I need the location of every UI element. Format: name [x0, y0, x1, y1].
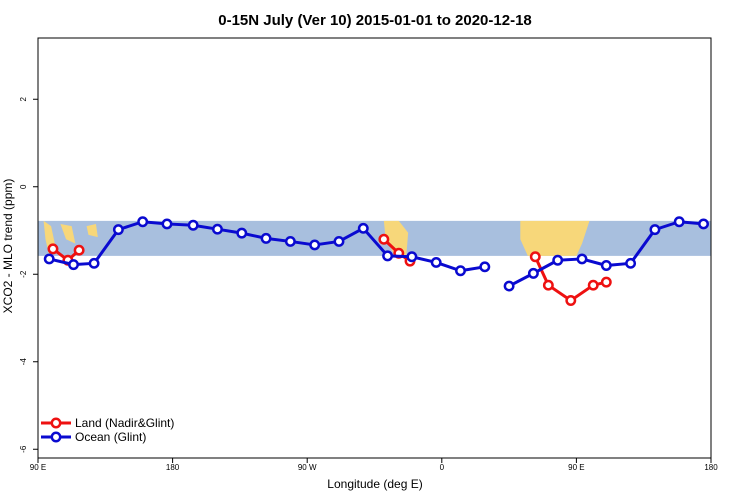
- x-tick-label: 0: [440, 463, 445, 472]
- land-data-point: [722, 255, 730, 263]
- axis-layer: 90 E 180 90 W 0 90 E 180 2 0 -2 -4 -6: [19, 37, 718, 472]
- legend-ocean-label: Ocean (Glint): [75, 430, 146, 444]
- chart-title: 0-15N July (Ver 10) 2015-01-01 to 2020-1…: [218, 12, 532, 29]
- y-tick-label: 0: [19, 184, 28, 189]
- y-tick-label: -6: [19, 445, 28, 453]
- legend-ocean-marker: [50, 431, 62, 443]
- ocean-data-point: [430, 256, 442, 268]
- ocean-band: [38, 220, 711, 256]
- ocean-data-point: [68, 259, 79, 271]
- latitude-band-layer: [38, 220, 748, 256]
- ocean-data-point: [260, 232, 272, 244]
- series-layer: [43, 216, 750, 306]
- land-data-point: [565, 295, 577, 306]
- y-tick-label: -4: [19, 358, 28, 366]
- land-philippines-1: [86, 223, 98, 238]
- ocean-data-point: [161, 218, 173, 230]
- ocean-data-point: [357, 222, 369, 234]
- ocean-data-point: [698, 218, 709, 230]
- land-south-america: [383, 220, 409, 256]
- land-borneo-2: [733, 224, 748, 244]
- ocean-data-point: [527, 267, 539, 279]
- plot-frame: [37, 37, 712, 459]
- ocean-data-point: [43, 253, 55, 265]
- land-asia-2: [717, 221, 728, 256]
- ocean-data-point: [576, 253, 588, 265]
- ocean-data-point: [88, 257, 100, 269]
- y-tick-label: -2: [19, 270, 28, 278]
- ocean-data-point: [600, 260, 612, 271]
- ocean-data-point: [309, 239, 321, 251]
- x-axis-label: Longitude (deg E): [327, 477, 422, 491]
- ocean-data-point: [552, 254, 564, 266]
- y-tick-label: 2: [19, 96, 28, 101]
- ocean-data-point: [236, 227, 248, 239]
- x-tick-label: 90 W: [298, 463, 317, 472]
- y-axis-label: XCO2 - MLO trend (ppm): [1, 179, 15, 314]
- ocean-data-point: [137, 216, 149, 228]
- x-tick-label: 180: [704, 463, 718, 472]
- legend-land-label: Land (Nadir&Glint): [75, 416, 174, 430]
- land-data-point: [47, 243, 59, 255]
- land-series-line: [726, 249, 750, 260]
- x-tick-label: 180: [166, 463, 180, 472]
- ocean-data-point: [649, 224, 661, 236]
- land-data-point: [600, 276, 612, 288]
- ocean-data-point: [479, 261, 491, 273]
- ocean-data-point: [503, 280, 515, 292]
- ocean-data-point: [673, 216, 685, 228]
- ocean-data-point: [625, 257, 637, 269]
- ocean-data-point: [455, 265, 466, 277]
- ocean-data-point: [333, 235, 345, 247]
- ocean-data-point: [284, 235, 296, 247]
- land-data-point: [587, 279, 599, 291]
- ocean-data-point: [212, 223, 223, 235]
- ocean-data-point: [187, 219, 199, 231]
- land-africa: [520, 220, 590, 256]
- land-data-point: [378, 233, 390, 245]
- legend: Land (Nadir&Glint)Ocean (Glint): [41, 416, 174, 444]
- land-data-point: [542, 279, 554, 291]
- land-data-point: [529, 251, 541, 263]
- x-tick-label: 90 E: [30, 463, 46, 472]
- ocean-data-point: [406, 251, 418, 263]
- legend-land-marker: [50, 417, 62, 429]
- ocean-data-point: [112, 224, 124, 236]
- x-tick-label: 90 E: [568, 463, 584, 472]
- land-borneo-1: [60, 223, 76, 244]
- ocean-data-point: [382, 250, 394, 262]
- land-data-point: [73, 244, 85, 256]
